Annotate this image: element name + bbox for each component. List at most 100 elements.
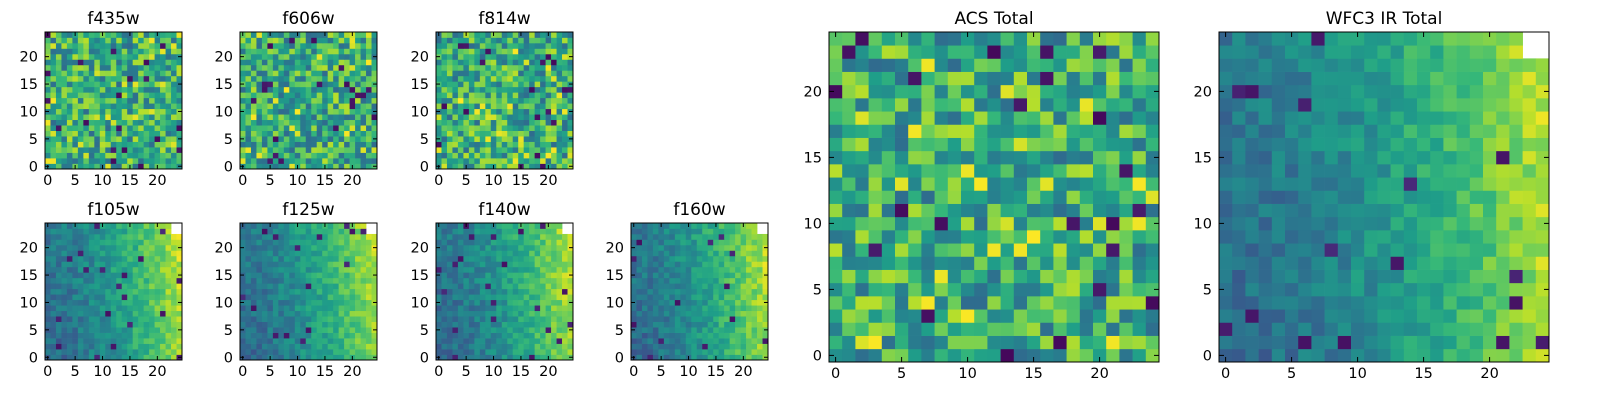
- heatmap-cell: [371, 130, 378, 137]
- heatmap-cell: [349, 86, 356, 93]
- heatmap-cell: [641, 321, 648, 328]
- heatmap-cell: [267, 48, 274, 55]
- heatmap-cell: [829, 150, 843, 165]
- heatmap-cell: [94, 338, 101, 344]
- heatmap-cell: [344, 92, 350, 99]
- heatmap-cell: [496, 228, 503, 235]
- heatmap-cell: [441, 223, 448, 229]
- heatmap-cell: [567, 239, 574, 246]
- heatmap-cell: [507, 338, 514, 344]
- heatmap-cell: [658, 283, 665, 290]
- heatmap-cell: [61, 53, 68, 60]
- heatmap-cell: [529, 114, 535, 121]
- heatmap-cell: [685, 266, 692, 273]
- heatmap-cell: [636, 338, 643, 344]
- heatmap-cell: [154, 147, 161, 153]
- heatmap-cell: [674, 272, 681, 279]
- x-tick-label: 5: [462, 173, 471, 189]
- heatmap-cell: [294, 103, 301, 110]
- heatmap-cell: [116, 228, 123, 235]
- heatmap-cell: [176, 103, 183, 110]
- heatmap-cell: [99, 299, 106, 306]
- heatmap-cell: [647, 228, 654, 235]
- heatmap-cell: [333, 59, 339, 66]
- heatmap-cell: [256, 354, 263, 361]
- heatmap-cell: [961, 269, 975, 284]
- heatmap-cell: [881, 164, 896, 178]
- heatmap-cell: [746, 239, 752, 246]
- heatmap-cell: [501, 48, 508, 55]
- heatmap-cell: [261, 86, 268, 93]
- heatmap-cell: [121, 163, 128, 170]
- heatmap-cell: [50, 321, 57, 328]
- heatmap-cell: [366, 48, 372, 55]
- heatmap-cell: [99, 349, 106, 355]
- heatmap-cell: [322, 233, 329, 240]
- heatmap-cell: [452, 266, 459, 273]
- heatmap-cell: [99, 152, 106, 159]
- heatmap-cell: [1027, 164, 1041, 178]
- heatmap-cell: [501, 354, 508, 361]
- heatmap-cell: [138, 48, 144, 55]
- heatmap-cell: [72, 147, 79, 153]
- heatmap-cell: [55, 53, 62, 60]
- heatmap-cell: [333, 277, 339, 284]
- heatmap-cell: [751, 316, 758, 322]
- heatmap-cell: [311, 239, 318, 246]
- heatmap-cell: [256, 277, 263, 284]
- heatmap-cell: [562, 64, 568, 71]
- heatmap-cell: [562, 59, 568, 66]
- heatmap-cell: [127, 103, 134, 110]
- heatmap-cell: [567, 277, 574, 284]
- heatmap-cell: [1040, 309, 1054, 323]
- heatmap-cell: [496, 255, 503, 262]
- heatmap-cell: [735, 310, 741, 317]
- heatmap-cell: [327, 223, 334, 229]
- heatmap-cell: [751, 250, 758, 257]
- heatmap-cell: [72, 283, 79, 290]
- heatmap-cell: [240, 42, 246, 49]
- heatmap-cell: [468, 272, 475, 279]
- heatmap-cell: [855, 256, 869, 270]
- heatmap-cell: [289, 283, 296, 290]
- heatmap-cell: [474, 261, 481, 268]
- heatmap-cell: [1000, 309, 1015, 323]
- heatmap-cell: [344, 32, 350, 38]
- heatmap-cell: [360, 37, 367, 44]
- heatmap-cell: [66, 338, 73, 344]
- heatmap-cell: [523, 228, 530, 235]
- heatmap-cell: [680, 332, 687, 339]
- heatmap-cell: [463, 147, 470, 153]
- heatmap-cell: [267, 233, 274, 240]
- heatmap-cell: [83, 103, 90, 110]
- heatmap-cell: [94, 86, 101, 93]
- heatmap-cell: [696, 349, 703, 355]
- heatmap-cell: [267, 327, 274, 333]
- heatmap-cell: [490, 42, 497, 49]
- heatmap-cell: [652, 332, 659, 339]
- heatmap-cell: [1027, 177, 1041, 191]
- heatmap-cell: [735, 250, 741, 257]
- heatmap-cell: [540, 75, 546, 82]
- heatmap-cell: [45, 114, 51, 121]
- heatmap-cell: [355, 343, 361, 350]
- heatmap-cell: [479, 59, 486, 66]
- heatmap-cell: [240, 288, 246, 295]
- heatmap-cell: [474, 108, 481, 115]
- heatmap-cell: [77, 108, 84, 115]
- heatmap-cell: [77, 299, 84, 306]
- heatmap-cell: [316, 53, 323, 60]
- heatmap-cell: [55, 272, 62, 279]
- heatmap-cell: [529, 64, 535, 71]
- heatmap-cell: [529, 299, 535, 306]
- heatmap-cell: [94, 233, 101, 240]
- heatmap-cell: [289, 130, 296, 137]
- heatmap-cell: [658, 321, 665, 328]
- heatmap-cell: [446, 103, 453, 110]
- heatmap-cell: [105, 64, 112, 71]
- heatmap-cell: [333, 283, 339, 290]
- heatmap-cell: [316, 163, 323, 170]
- heatmap-cell: [636, 261, 643, 268]
- heatmap-cell: [371, 261, 378, 268]
- heatmap-cell: [176, 119, 183, 126]
